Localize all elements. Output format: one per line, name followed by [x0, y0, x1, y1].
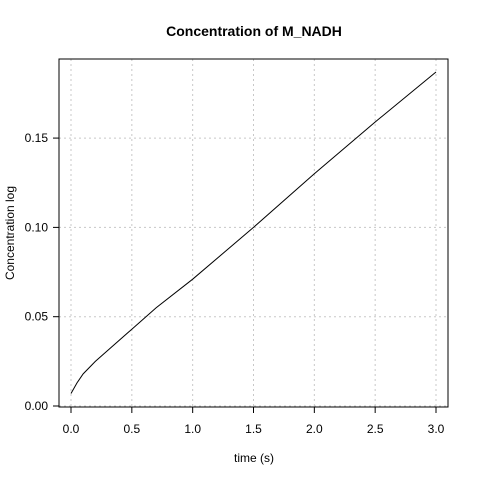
x-tick-label: 0.0 — [63, 422, 80, 436]
chart-title: Concentration of M_NADH — [166, 23, 342, 39]
y-tick-label: 0.15 — [25, 131, 49, 145]
y-tick-label: 0.10 — [25, 220, 49, 234]
x-tick-label: 3.0 — [428, 422, 445, 436]
x-tick-label: 1.5 — [245, 422, 262, 436]
x-tick-label: 0.5 — [123, 422, 140, 436]
x-tick-label: 1.0 — [184, 422, 201, 436]
y-tick-label: 0.00 — [25, 399, 49, 413]
y-tick-label: 0.05 — [25, 310, 49, 324]
y-axis-label: Concentration log — [3, 186, 17, 280]
x-tick-label: 2.0 — [306, 422, 323, 436]
x-tick-label: 2.5 — [367, 422, 384, 436]
x-axis-label: time (s) — [234, 451, 274, 465]
